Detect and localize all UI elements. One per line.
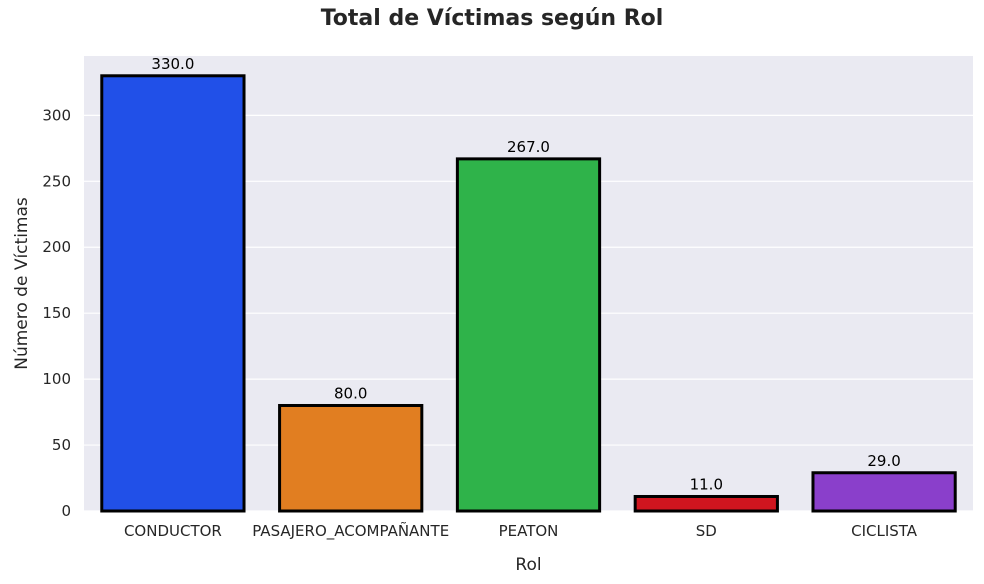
y-tick-label: 200: [42, 238, 71, 256]
x-axis-title: Rol: [515, 555, 541, 575]
bar-conductor: [100, 74, 246, 513]
bar-value-label: 267.0: [507, 138, 550, 156]
bar-ciclista: [811, 471, 957, 513]
x-tick-label: SD: [696, 522, 717, 540]
bar-value-labels: 330.0 80.0 267.0 11.0 29.0: [151, 55, 900, 494]
x-tick-label: CICLISTA: [851, 522, 918, 540]
bar-peaton: [455, 157, 602, 513]
y-tick-label: 50: [52, 436, 71, 454]
bar-value-label: 80.0: [334, 384, 367, 402]
bar-value-label: 330.0: [151, 55, 194, 73]
y-tick-label: 0: [61, 502, 71, 520]
bar-value-label: 29.0: [867, 452, 900, 470]
y-axis-ticks: 0 50 100 150 200 250 300: [42, 106, 71, 520]
x-axis-ticks: CONDUCTOR PASAJERO_ACOMPAÑANTE PEATON SD CIC…: [124, 521, 918, 541]
bar-sd: [633, 494, 779, 513]
x-tick-label: PASAJERO_ACOMPAÑANTE: [252, 521, 449, 541]
bar-value-label: 11.0: [690, 475, 723, 493]
x-tick-label: CONDUCTOR: [124, 522, 222, 540]
bars: [100, 74, 957, 513]
x-tick-label: PEATON: [499, 522, 559, 540]
y-tick-label: 100: [42, 370, 71, 388]
chart-title: Total de Víctimas según Rol: [320, 6, 664, 31]
y-tick-label: 250: [42, 172, 71, 190]
bar-pasajero_acompañante: [278, 403, 424, 513]
y-tick-label: 300: [42, 106, 71, 124]
y-tick-label: 150: [42, 304, 71, 322]
y-axis-title: Número de Víctimas: [12, 197, 32, 370]
